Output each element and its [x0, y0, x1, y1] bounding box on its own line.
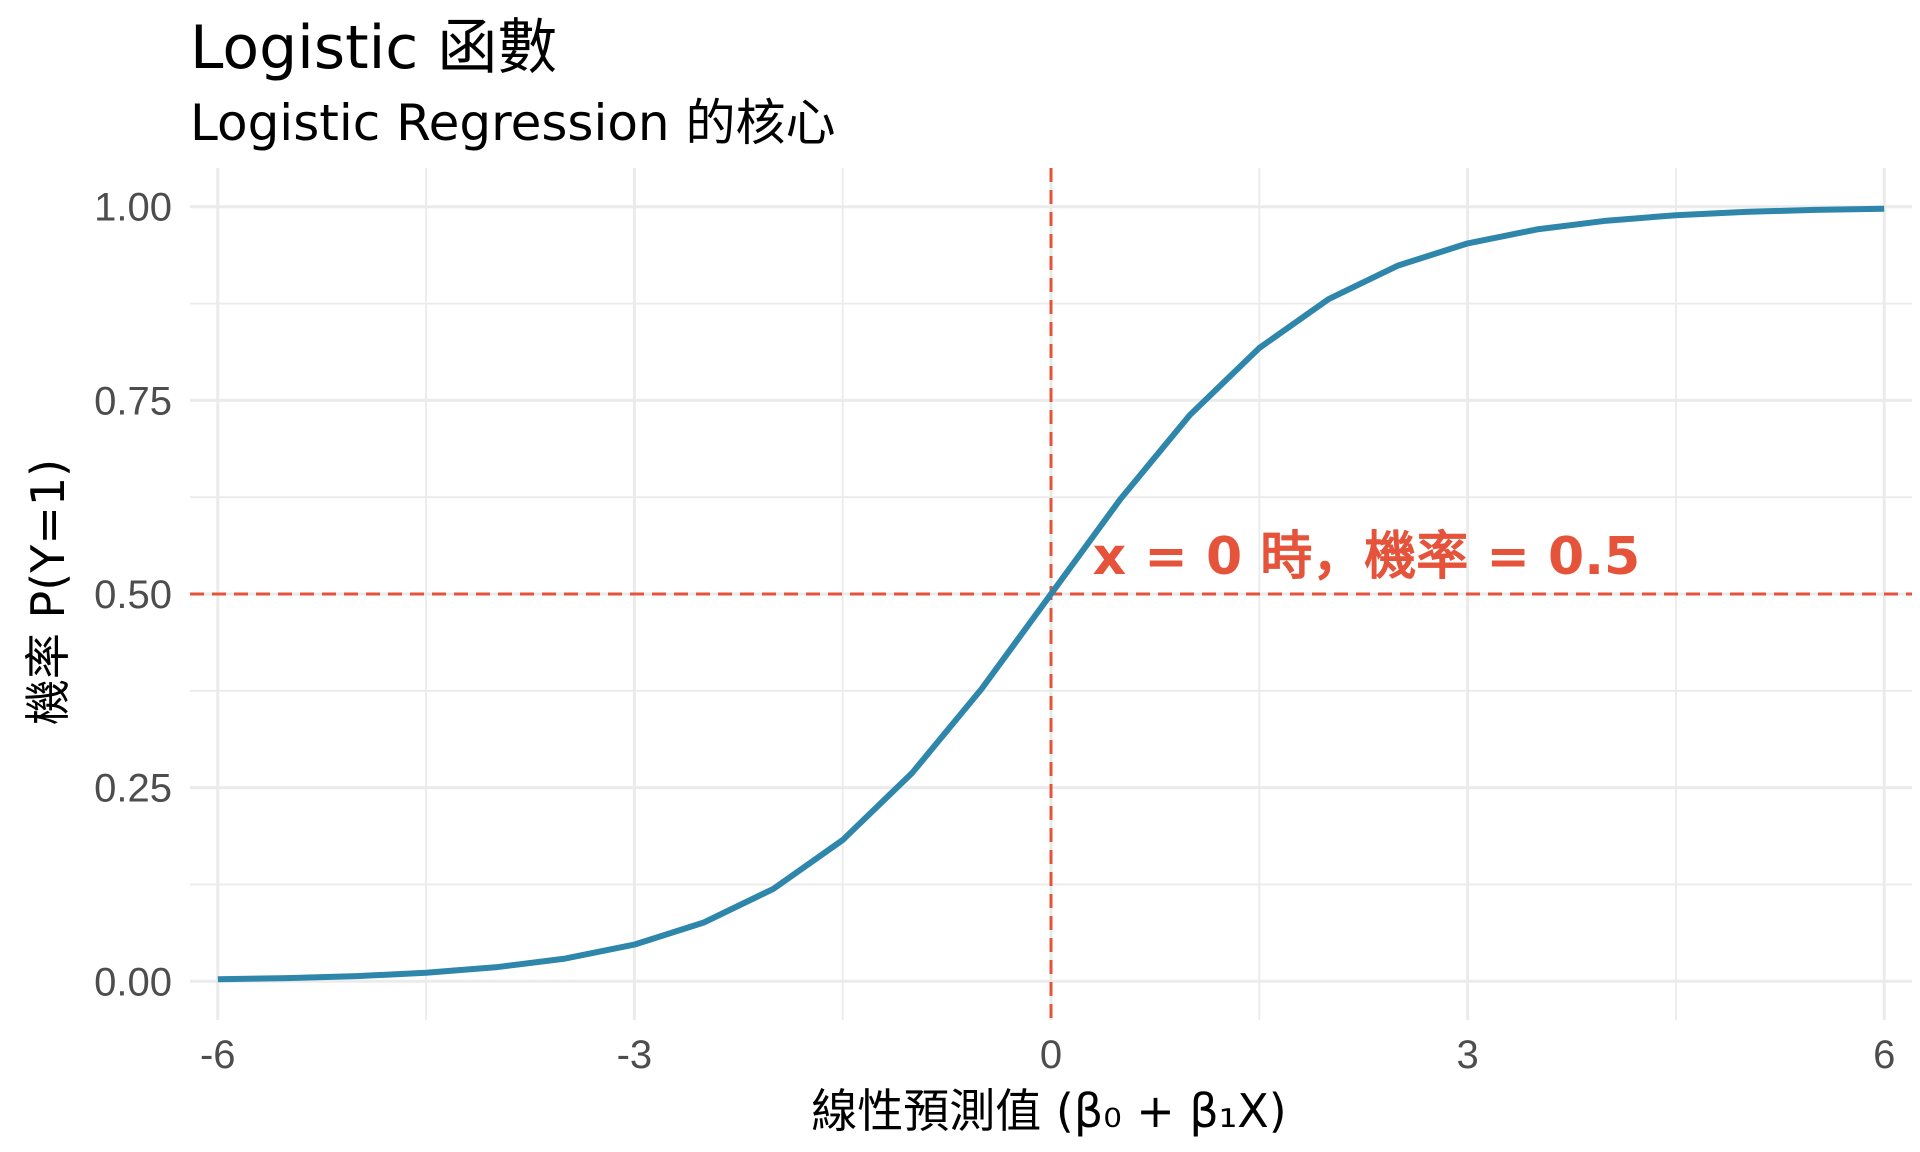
tick-labels: -6 -3 0 3 6 0.00 0.25 0.50 0.75 1.00 — [94, 186, 1895, 1077]
x-tick-label: 0 — [1040, 1033, 1062, 1077]
x-axis-label: 線性預測值 (β₀ + β₁X) — [811, 1084, 1286, 1138]
chart-title: Logistic 函數 — [190, 13, 557, 83]
y-tick-label: 1.00 — [94, 186, 172, 230]
x-tick-label: 3 — [1456, 1033, 1478, 1077]
y-tick-label: 0.25 — [94, 767, 172, 811]
x-tick-label: -6 — [200, 1033, 236, 1077]
series-layer — [217, 205, 1885, 983]
x-tick-label: 6 — [1873, 1033, 1895, 1077]
y-tick-label: 0.00 — [94, 960, 172, 1004]
annotation-text: x = 0 時，機率 = 0.5 — [1093, 527, 1641, 587]
y-tick-label: 0.75 — [94, 379, 172, 423]
y-tick-label: 0.50 — [94, 573, 172, 617]
x-tick-label: -3 — [617, 1033, 653, 1077]
y-axis-label: 機率 P(Y=1) — [21, 459, 75, 725]
series-line — [217, 205, 1885, 983]
chart-subtitle: Logistic Regression 的核心 — [190, 94, 836, 152]
